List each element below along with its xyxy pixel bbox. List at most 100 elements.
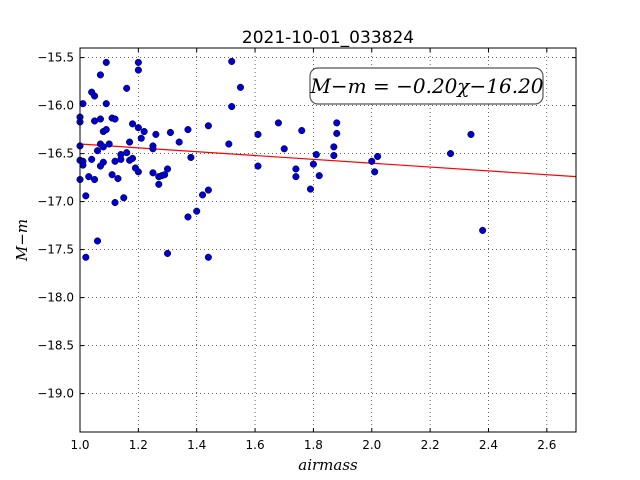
data-point [298, 127, 306, 135]
data-point [274, 119, 282, 127]
data-point [120, 194, 128, 202]
data-point [96, 71, 104, 79]
data-point [228, 57, 236, 65]
data-point [91, 175, 99, 184]
data-point [111, 115, 119, 123]
data-point [163, 249, 172, 257]
data-point [102, 126, 110, 134]
data-points [76, 57, 487, 261]
data-point [309, 160, 317, 168]
data-point [368, 157, 376, 165]
data-point [128, 120, 137, 128]
data-point [184, 213, 192, 221]
data-point [134, 58, 142, 66]
data-point [79, 100, 87, 108]
y-tick-label: −18.0 [37, 291, 74, 305]
x-tick-label: 2.4 [479, 438, 498, 452]
x-tick-label: 1.6 [246, 438, 265, 452]
x-tick-labels: 1.0 1.2 1.4 1.6 1.8 2.0 2.2 2.4 2.6 [70, 438, 556, 452]
data-point [446, 150, 455, 158]
data-point [225, 140, 233, 148]
x-tick-label: 1.2 [129, 438, 148, 452]
data-point [149, 169, 157, 177]
data-point [99, 143, 107, 151]
data-point [479, 226, 487, 234]
data-point [93, 237, 102, 245]
x-axis-label: airmass [298, 456, 358, 474]
data-point [88, 155, 96, 163]
x-tick-label: 1.0 [70, 438, 89, 452]
data-point [137, 134, 145, 142]
data-point [85, 173, 93, 181]
data-point [152, 130, 160, 138]
data-point [228, 103, 236, 111]
data-point [330, 143, 338, 151]
y-tick-label: −16.5 [37, 147, 74, 161]
data-point [123, 84, 131, 92]
y-tick-marks [80, 57, 576, 395]
data-point [134, 124, 142, 132]
data-point [99, 158, 107, 166]
data-point [467, 130, 475, 138]
data-point [254, 162, 262, 170]
data-point [254, 130, 262, 138]
y-axis-label: M−m [13, 219, 31, 262]
data-point [123, 149, 131, 157]
data-point [236, 83, 245, 91]
data-point [126, 138, 134, 146]
data-point [198, 191, 207, 199]
chart-title: 2021-10-01_033824 [242, 28, 414, 48]
data-point [117, 155, 125, 163]
x-tick-label: 1.4 [187, 438, 206, 452]
data-point [184, 126, 192, 134]
x-tick-label: 2.0 [362, 438, 381, 452]
data-point [105, 140, 113, 148]
data-point [374, 152, 382, 161]
data-point [333, 119, 341, 127]
data-point [96, 115, 104, 123]
data-point [140, 127, 148, 136]
data-point [306, 185, 315, 193]
data-point [91, 92, 99, 100]
fit-line [79, 143, 577, 178]
data-point [163, 165, 172, 173]
equation-box-frame [309, 67, 544, 105]
data-point [102, 58, 110, 66]
data-point [330, 151, 338, 160]
data-point [312, 151, 320, 159]
data-point [371, 168, 379, 176]
data-point [166, 128, 174, 137]
x-tick-label: 2.2 [421, 438, 440, 452]
y-tick-label: −18.5 [37, 339, 74, 353]
y-tick-label: −19.0 [37, 387, 74, 401]
y-tick-label: −17.0 [37, 195, 74, 209]
data-point [315, 172, 323, 180]
data-point [161, 171, 169, 179]
x-tick-label: 2.6 [537, 438, 556, 452]
plot-background [80, 48, 576, 432]
data-point [175, 138, 183, 146]
data-point [102, 100, 110, 108]
data-point [82, 253, 90, 261]
y-tick-label: −17.5 [37, 243, 74, 257]
grid [80, 48, 576, 432]
data-point [128, 154, 137, 162]
data-point [187, 153, 195, 161]
data-point [114, 175, 122, 183]
plot-frame [79, 47, 577, 433]
data-point [204, 122, 212, 130]
data-point [111, 199, 119, 207]
data-point [292, 173, 300, 181]
data-point [134, 168, 142, 176]
equation-box: M−m = −0.20χ−16.20 [309, 67, 544, 105]
data-point [79, 161, 87, 169]
fit-line-group [79, 143, 577, 178]
equation-text: M−m = −0.20χ−16.20 [309, 74, 543, 98]
data-point [155, 180, 163, 188]
data-point [134, 66, 142, 74]
data-point [280, 145, 288, 153]
data-point [193, 207, 201, 215]
y-tick-labels: −15.5 −16.0 −16.5 −17.0 −17.5 −18.0 −18.5 −19.0 [37, 51, 74, 401]
